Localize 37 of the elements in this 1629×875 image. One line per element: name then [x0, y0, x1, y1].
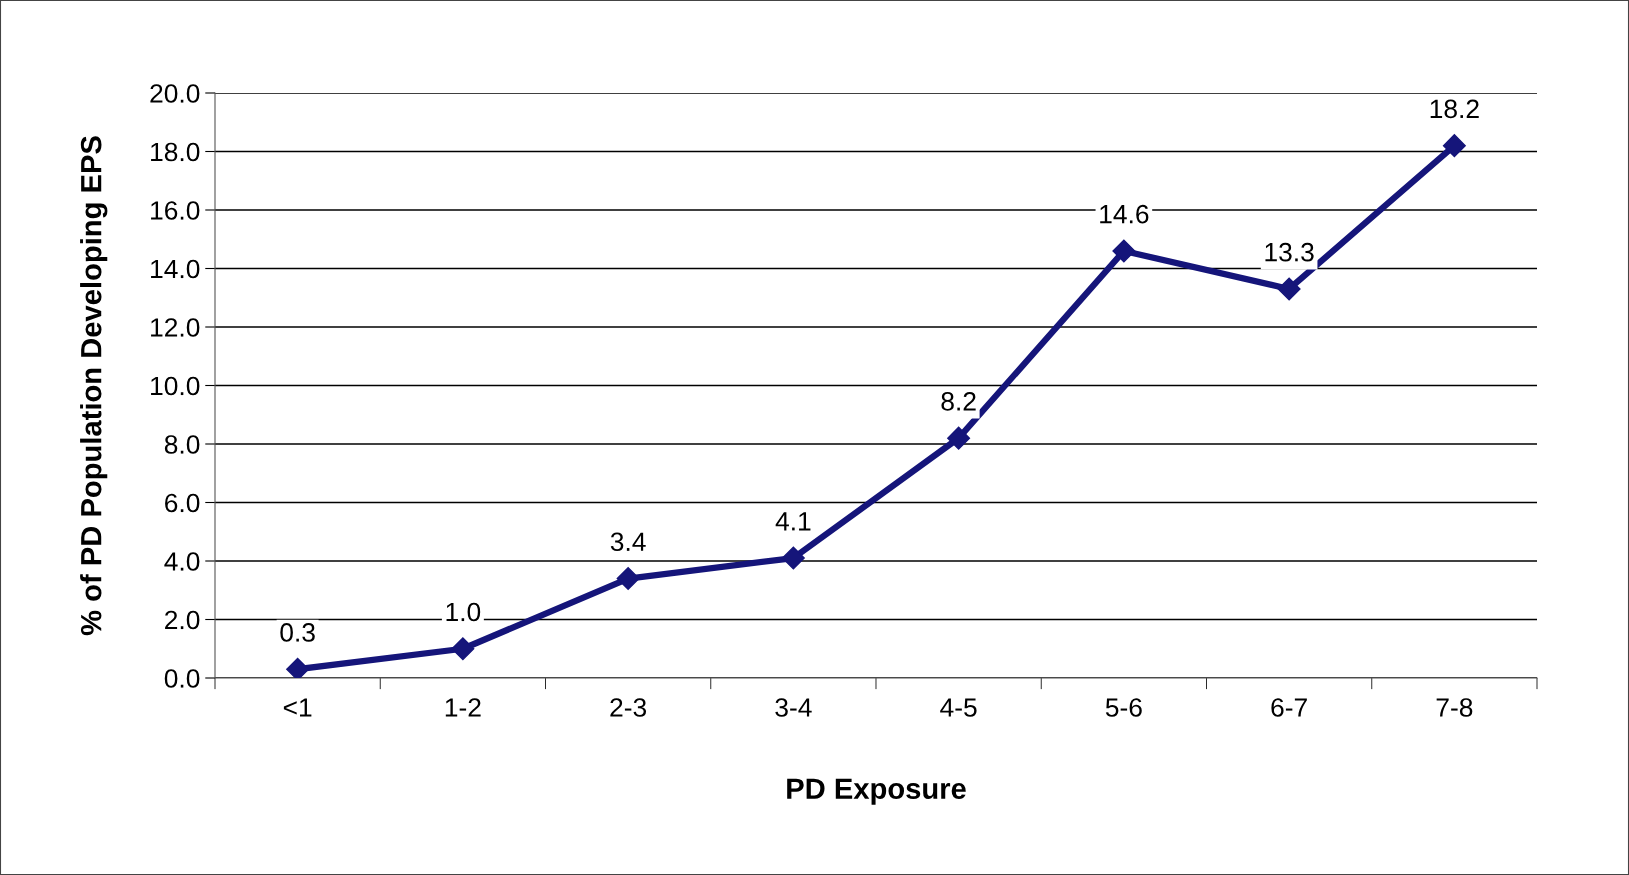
y-tick-label: 8.0	[164, 435, 200, 454]
data-label: 14.6	[1100, 204, 1149, 224]
y-tick-label: 0.0	[164, 669, 200, 688]
y-tick-label: 10.0	[151, 376, 200, 396]
x-tick-label: 3-4	[775, 698, 812, 717]
x-tick-label: 5-6	[1105, 698, 1142, 717]
point	[1442, 134, 1466, 158]
y-tick-label: 4.0	[164, 552, 200, 571]
x-axis-title: PD Exposure	[787, 778, 966, 805]
data-label: 8.2	[941, 392, 976, 411]
data-label: 13.3	[1265, 242, 1314, 262]
y-tick-label: 12.0	[151, 318, 200, 337]
y-tick-label: 6.0	[165, 493, 200, 513]
data-label: 1.0	[446, 602, 481, 622]
data-label: 4.1	[775, 512, 811, 531]
x-tick-label: 7-8	[1436, 698, 1473, 717]
y-tick-label: 2.0	[165, 610, 200, 630]
point	[781, 546, 805, 570]
data-label: 0.3	[280, 623, 315, 642]
data-label: 3.4	[610, 532, 646, 552]
y-tick-label: 16.0	[151, 201, 200, 220]
x-tick-label: <1	[283, 698, 312, 717]
y-tick-label: 14.0	[151, 259, 200, 279]
point	[1112, 239, 1136, 263]
y-tick-label: 18.0	[151, 142, 200, 162]
y-axis-title: % of PD Population Developing EPS	[80, 136, 108, 636]
point	[451, 637, 475, 661]
data-label: 18.2	[1430, 99, 1479, 119]
point	[947, 426, 971, 450]
x-tick-label: 4-5	[940, 698, 977, 717]
x-tick-label: 6-7	[1271, 698, 1307, 717]
x-tick-label: 2-3	[610, 698, 647, 717]
point	[1277, 277, 1301, 301]
y-tick-label: 20.0	[150, 84, 200, 103]
point	[286, 657, 310, 678]
x-tick-label: 1-2	[445, 698, 481, 717]
point	[616, 567, 640, 591]
